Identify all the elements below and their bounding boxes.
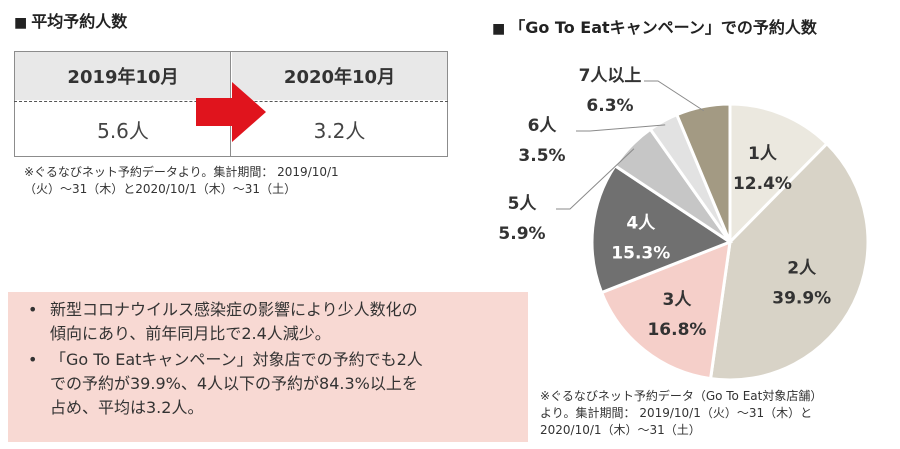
pie-slice-3 xyxy=(599,239,732,381)
summary-bullet-1-line-2: 傾向にあり、前年同月比で2.4人減少。 xyxy=(50,324,331,343)
leader-line-6 xyxy=(576,124,666,132)
source-note-right-line-1: ※ぐるなびネット予約データ（Go To Eat対象店舗） xyxy=(540,389,823,403)
slice-pct-5: 5.9% xyxy=(498,224,545,244)
slice-label-2: 2人 xyxy=(787,259,817,279)
square-bullet-icon: ■ xyxy=(14,15,28,31)
source-note-right: ※ぐるなびネット予約データ（Go To Eat対象店舗） より。集計期間： 20… xyxy=(540,388,900,439)
summary-bullet-2-line-2: での予約が39.9%、4人以下の予約が84.3%以上を xyxy=(50,374,418,393)
slice-pct-6: 3.5% xyxy=(518,146,565,166)
summary-bullet-1: 新型コロナウイルス感染症の影響により少人数化の 傾向にあり、前年同月比で2.4人… xyxy=(28,298,518,346)
comparison-table: 2019年10月 2020年10月 5.6人 3.2人 xyxy=(14,51,448,157)
pie-slice-4 xyxy=(590,163,734,295)
slice-label-3: 3人 xyxy=(663,290,693,310)
slice-pct-4: 15.3% xyxy=(611,244,670,264)
summary-bullet-1-line-1: 新型コロナウイルス感染症の影響により少人数化の xyxy=(50,300,418,319)
source-note-right-line-2: より。集計期間： 2019/10/1（火）～31（木）と xyxy=(540,406,813,420)
leader-line-5 xyxy=(556,148,635,210)
pie-slice-7 xyxy=(674,102,732,243)
slice-label-1: 1人 xyxy=(748,144,778,164)
pie-slice-1 xyxy=(728,102,830,246)
slice-pct-1: 12.4% xyxy=(733,174,792,194)
leader-line-7 xyxy=(644,80,704,112)
header-2019: 2019年10月 xyxy=(15,52,231,100)
pie-slice-2 xyxy=(708,141,870,382)
source-note-left-line-1: ※ぐるなびネット予約データより。集計期間： 2019/10/1 xyxy=(24,165,339,179)
red-right-arrow-icon xyxy=(196,82,266,142)
summary-bullet-2-line-3: 占め、平均は3.2人。 xyxy=(50,398,204,417)
slice-label-5: 5人 xyxy=(508,194,538,214)
left-section-title: ■ 平均予約人数 xyxy=(14,8,127,32)
square-bullet-icon: ■ xyxy=(492,21,506,37)
summary-bullet-2: 「Go To Eatキャンペーン」対象店での予約でも2人 での予約が39.9%、… xyxy=(28,348,518,420)
source-note-left: ※ぐるなびネット予約データより。集計期間： 2019/10/1 （火）～31（木… xyxy=(24,164,444,198)
source-note-right-line-3: 2020/10/1（木）～31（土） xyxy=(540,423,701,437)
pie-chart: 1人 12.4% 2人 39.9% 3人 16.8% 4人 15.3% 5人 5.9% 6人 3.5%… xyxy=(498,66,870,382)
slice-label-4: 4人 xyxy=(626,214,656,234)
right-section-title: ■ 「Go To Eatキャンペーン」での予約人数 xyxy=(492,14,817,38)
slice-label-6: 6人 xyxy=(528,116,558,136)
value-2020: 3.2人 xyxy=(313,118,366,143)
slice-pct-7: 6.3% xyxy=(586,96,633,116)
value-2019: 5.6人 xyxy=(97,118,149,143)
summary-box: 新型コロナウイルス感染症の影響により少人数化の 傾向にあり、前年同月比で2.4人… xyxy=(8,292,528,442)
source-note-left-line-2: （火）～31（木）と2020/10/1（木）～31（土） xyxy=(24,182,297,196)
header-2020: 2020年10月 xyxy=(232,52,447,100)
summary-bullet-2-line-1: 「Go To Eatキャンペーン」対象店での予約でも2人 xyxy=(50,350,423,369)
slice-pct-2: 39.9% xyxy=(772,289,831,309)
slice-pct-3: 16.8% xyxy=(647,320,706,340)
slice-label-7: 7人以上 xyxy=(579,66,642,86)
left-title-text: 平均予約人数 xyxy=(31,12,128,31)
right-title-text: 「Go To Eatキャンペーン」での予約人数 xyxy=(509,18,817,37)
